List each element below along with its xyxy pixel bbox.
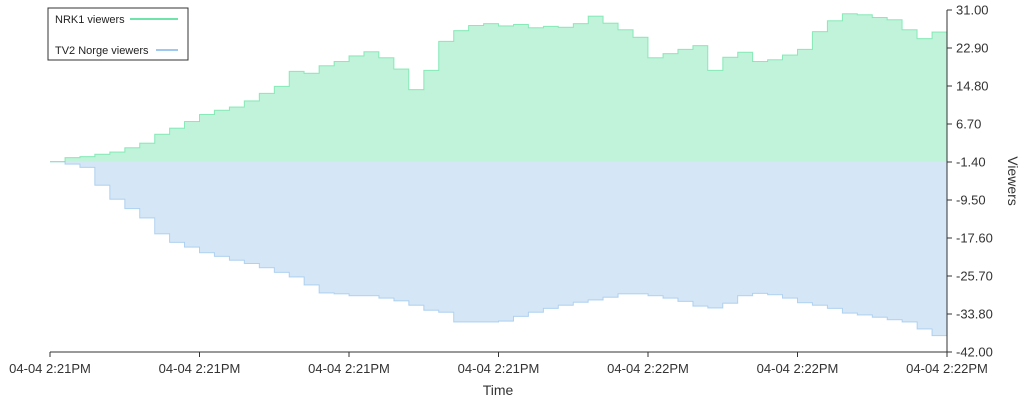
series-line-nrk1	[50, 13, 948, 163]
y-tick-label: 6.70	[956, 117, 981, 132]
series-area-tv2	[50, 161, 947, 344]
x-axis-title: Time	[483, 382, 514, 398]
x-tick-label: 04-04 2:22PM	[757, 361, 839, 376]
x-tick-label: 04-04 2:22PM	[607, 361, 689, 376]
series-line-tv2	[50, 161, 948, 344]
series-area-nrk1	[50, 13, 947, 162]
y-tick-label: 22.90	[956, 41, 989, 56]
y-axis-title: Viewers	[1005, 156, 1021, 206]
x-tick-label: 04-04 2:21PM	[9, 361, 91, 376]
x-axis: 04-04 2:21PM 04-04 2:21PM 04-04 2:21PM 04-0…	[9, 351, 988, 376]
x-tick-label: 04-04 2:21PM	[458, 361, 540, 376]
legend: NRK1 viewers TV2 Norge viewers	[47, 7, 189, 61]
x-tick-label: 04-04 2:21PM	[159, 361, 241, 376]
legend-label-nrk1: NRK1 viewers	[55, 14, 125, 26]
x-tick-label: 04-04 2:22PM	[906, 361, 988, 376]
y-axis: 31.00 22.90 14.80 6.70 -1.40 -9.50 -17.60 -25.7…	[946, 3, 993, 360]
y-tick-label: -42.00	[956, 345, 993, 360]
legend-label-tv2: TV2 Norge viewers	[55, 45, 149, 57]
y-tick-label: 14.80	[956, 79, 989, 94]
y-tick-label: -9.50	[956, 193, 986, 208]
y-tick-label: -33.80	[956, 307, 993, 322]
legend-box	[47, 7, 189, 61]
y-tick-label: -25.70	[956, 269, 993, 284]
series-areas	[50, 13, 948, 344]
x-tick-label: 04-04 2:21PM	[308, 361, 390, 376]
y-tick-label: 31.00	[956, 3, 989, 18]
y-tick-label: -1.40	[956, 155, 986, 170]
y-tick-label: -17.60	[956, 231, 993, 246]
